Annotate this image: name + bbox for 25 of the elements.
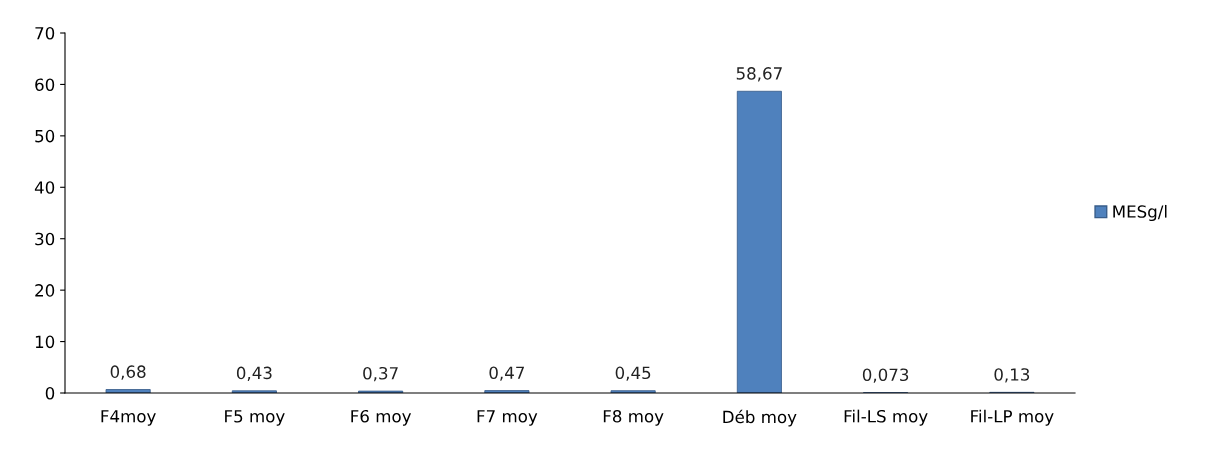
data-label: 58,67 [736,67,782,82]
x-tick-label: F8 moy [603,409,664,426]
y-tick-label: 70 [35,26,55,40]
y-tick-label: 30 [35,232,55,246]
y-tick-label: 40 [34,181,55,194]
data-label: 0,68 [110,365,146,380]
data-label: 0,073 [862,368,909,383]
y-tick-label: 50 [35,129,55,143]
x-tick-label: Déb moy [723,409,797,427]
x-tick-label: F6 moy [351,409,412,426]
data-label: 0,45 [615,366,651,381]
y-tick-label: 10 [35,335,55,349]
data-label: 0,13 [994,368,1030,383]
y-tick-label: 60 [35,78,55,91]
y-tick-label: 0 [45,386,55,400]
data-label: 0,37 [363,366,398,382]
data-label: 0,47 [489,366,525,381]
x-tick-label: F4moy [101,410,156,426]
x-tick-label: Fil-LS moy [844,409,928,426]
y-tick-label: 20 [35,284,55,297]
x-tick-label: F7 moy [477,410,538,426]
x-tick-label: F5 moy [225,410,285,426]
data-label: 0,43 [236,366,272,381]
x-tick-label: Fil-LP moy [971,409,1054,426]
legend-label: MESg/l [1113,204,1167,222]
